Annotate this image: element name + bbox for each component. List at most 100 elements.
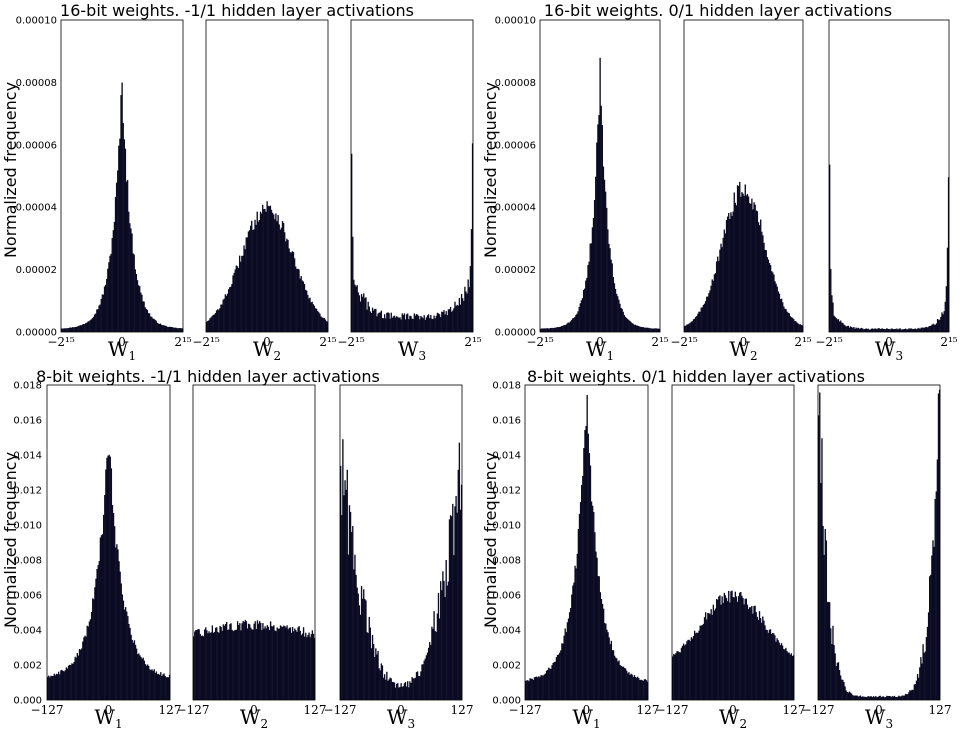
histogram-bar <box>570 320 573 332</box>
histogram-bar <box>258 219 261 332</box>
histogram-bar <box>776 638 778 700</box>
histogram-bar <box>130 634 132 700</box>
histogram-bar <box>103 286 106 332</box>
histogram-bar <box>882 696 885 700</box>
histogram-bar <box>911 328 913 332</box>
histogram-bar <box>305 632 307 700</box>
histogram-bar <box>750 607 752 700</box>
histogram-bar <box>548 667 550 700</box>
histogram-bar <box>856 695 858 700</box>
histogram-bar <box>656 328 659 332</box>
histogram-bar <box>686 324 688 332</box>
histogram-bar <box>914 328 917 332</box>
histogram-bar <box>767 259 770 332</box>
histogram-bar <box>90 319 93 332</box>
histogram-bar <box>710 285 712 332</box>
histogram-bar <box>850 693 853 700</box>
histogram-bar <box>552 662 554 700</box>
histogram-bar <box>120 583 122 700</box>
histogram-bar <box>381 318 384 332</box>
histogram-bar <box>733 192 735 332</box>
histogram-bar <box>607 229 609 332</box>
histogram-bar <box>181 328 184 332</box>
histogram-bar <box>434 631 436 700</box>
histogram-bar <box>768 263 771 332</box>
histogram-bar <box>626 319 629 332</box>
histogram-bar <box>351 153 353 332</box>
histogram-bar <box>720 243 722 332</box>
histogram-bar <box>875 696 877 700</box>
histogram-bar <box>60 670 62 700</box>
histogram-bar <box>301 633 304 700</box>
histogram-bar <box>608 637 610 700</box>
histogram-bar <box>70 327 73 332</box>
histogram-bar <box>256 211 258 332</box>
histogram-bar <box>617 296 619 332</box>
histogram-bar <box>722 237 724 332</box>
histogram-bar <box>162 325 164 332</box>
histogram-bar <box>931 555 933 700</box>
histogram-bar <box>892 696 895 700</box>
histogram-bar <box>101 534 104 700</box>
y-tick-label: 0.00010 <box>495 16 536 27</box>
histogram-bar <box>789 316 792 332</box>
histogram-bar <box>543 328 545 332</box>
histogram-bar <box>326 321 329 332</box>
histogram-bar <box>382 318 385 332</box>
histogram-bar <box>352 236 354 332</box>
histogram-bar <box>409 315 411 332</box>
histogram-bar <box>841 322 843 332</box>
histogram-bar <box>933 324 935 332</box>
histogram-bar <box>71 327 74 332</box>
histogram-bar <box>567 618 570 700</box>
histogram-bar <box>568 322 570 332</box>
histogram-bar <box>263 628 265 700</box>
histogram-bar <box>304 636 306 700</box>
histogram-bar <box>741 192 743 332</box>
histogram-bar <box>763 242 765 332</box>
histogram-bar <box>59 674 61 700</box>
axes-frame <box>46 384 171 701</box>
histogram-bar <box>323 317 325 332</box>
histogram-bar <box>312 633 315 700</box>
histogram-bar <box>464 286 466 332</box>
histogram-bar <box>595 176 597 332</box>
histogram-bar <box>87 321 89 332</box>
histogram-bar <box>794 320 796 332</box>
histogram-bar <box>113 526 116 700</box>
histogram-bar <box>642 680 644 700</box>
histogram-bar <box>749 203 751 332</box>
histogram-bar <box>575 315 577 332</box>
histogram-bar <box>448 519 451 700</box>
histogram-bar <box>847 692 850 700</box>
histogram-bar <box>688 323 690 332</box>
histogram-bar <box>364 599 366 700</box>
histogram-bar <box>637 676 639 700</box>
histogram-bar <box>319 313 321 332</box>
histogram-bar <box>700 625 702 700</box>
histogram-bar <box>623 315 626 332</box>
histogram-bar <box>704 301 707 332</box>
x-tick-label: 127 <box>159 703 182 717</box>
y-axis-label: Normalized frequency <box>1 452 20 628</box>
histogram-bar <box>50 675 52 700</box>
histogram-bar <box>560 326 563 332</box>
histogram-bar <box>66 328 68 332</box>
histogram-bar <box>291 627 294 700</box>
histogram-bar <box>889 696 891 700</box>
histogram-bar <box>568 612 571 700</box>
histogram-bar <box>298 269 300 332</box>
histogram-bar <box>648 328 651 332</box>
histogram-bar <box>418 675 420 700</box>
histogram-bar <box>690 321 692 332</box>
histogram-bar <box>163 325 165 332</box>
histogram-bar <box>106 278 108 332</box>
histogram-bar <box>445 559 447 700</box>
histogram-bar <box>767 632 769 700</box>
panel-title: 8-bit weights. 0/1 hidden layer activati… <box>527 367 865 386</box>
histogram-bar <box>143 660 145 700</box>
histogram-bar <box>909 328 911 332</box>
histogram-bar <box>402 315 405 332</box>
histogram-bar <box>563 325 565 332</box>
histogram-bar <box>598 576 600 700</box>
